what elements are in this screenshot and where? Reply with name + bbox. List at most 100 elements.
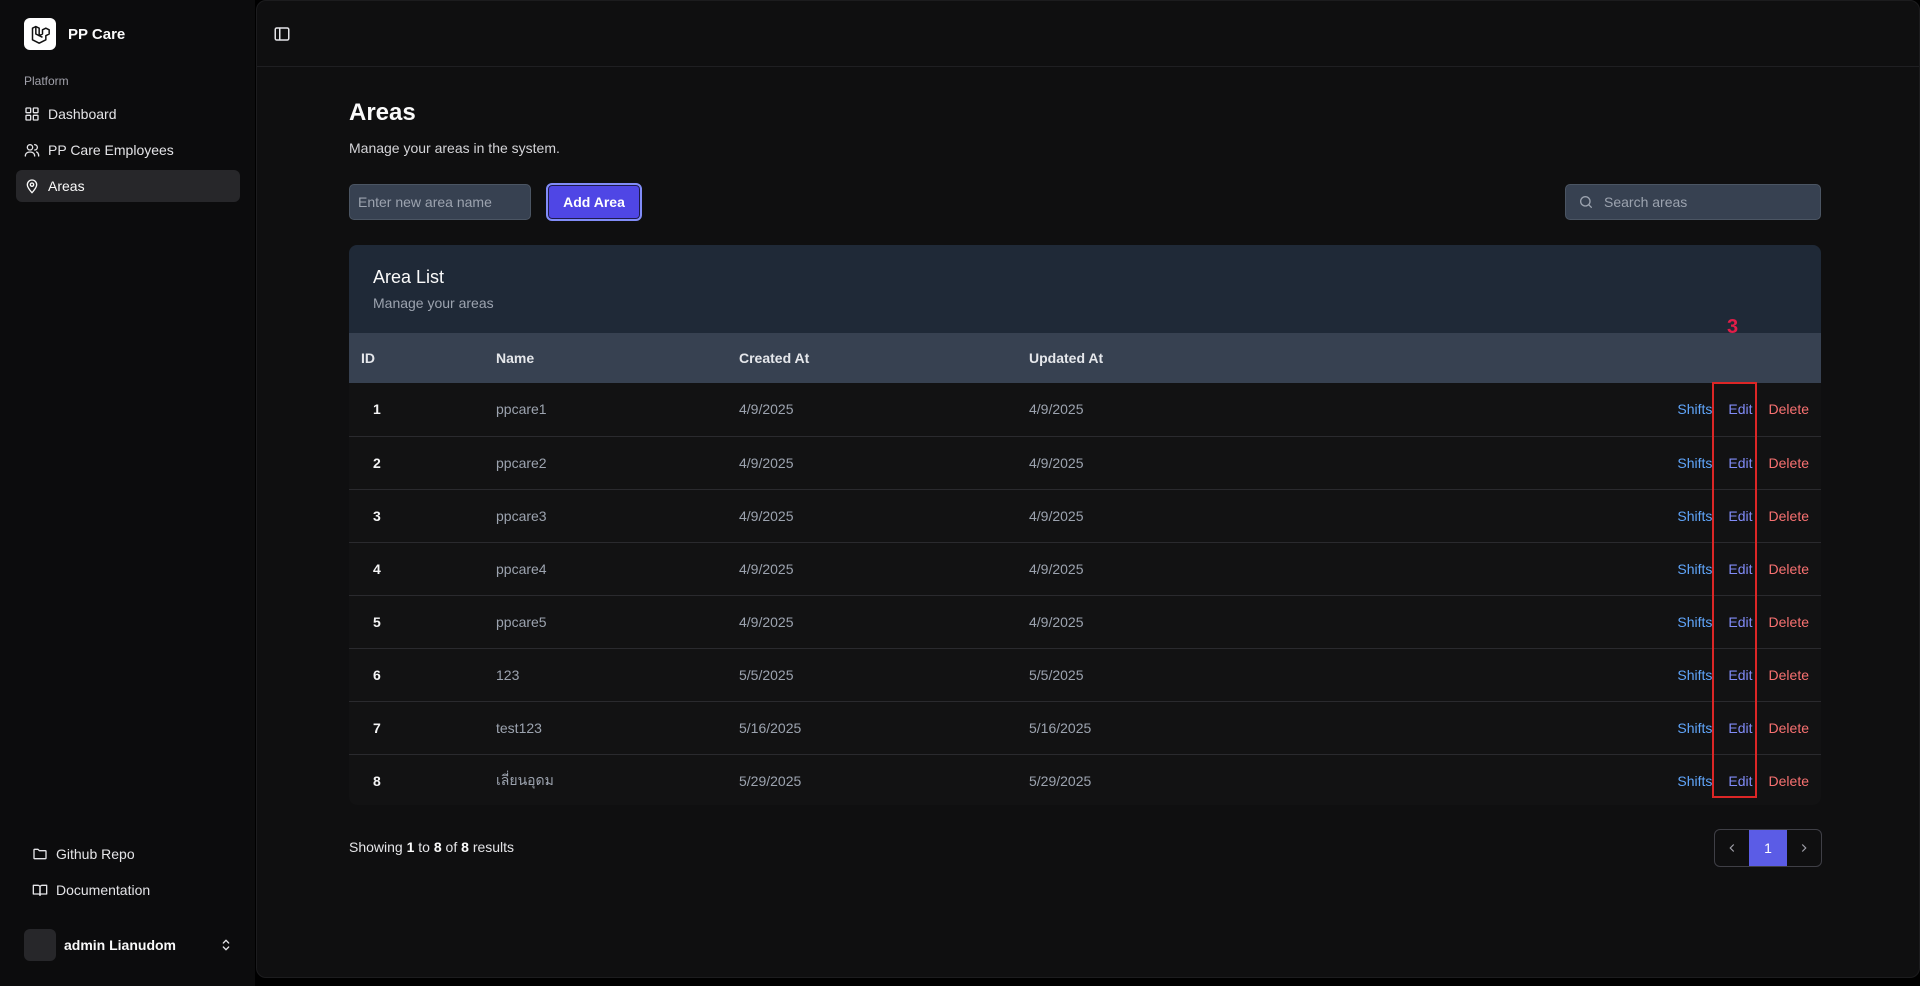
map-pin-icon (26, 179, 38, 194)
table-row: 3 ppcare3 4/9/2025 4/9/2025 Shifts Edit Delete (349, 489, 1821, 542)
shifts-link[interactable]: Shifts (1677, 401, 1713, 418)
delete-link[interactable]: Delete (1768, 401, 1809, 418)
edit-link[interactable]: Edit (1728, 454, 1753, 471)
avatar (24, 929, 56, 961)
sidebar-item-label: Dashboard (48, 106, 117, 122)
cell-updated: 4/9/2025 (1029, 454, 1084, 471)
pagination: 1 (1714, 829, 1822, 867)
delete-link[interactable]: Delete (1768, 772, 1809, 789)
cell-created: 5/29/2025 (739, 772, 802, 789)
results-of-word: of (445, 839, 458, 855)
table-row: 7 test123 5/16/2025 5/16/2025 Shifts Edit Dele… (349, 701, 1821, 754)
delete-link[interactable]: Delete (1768, 719, 1809, 736)
user-menu[interactable]: admin Lianudom (24, 928, 234, 962)
table-header-row: ID Name Created At Updated At (349, 333, 1821, 383)
search-input[interactable] (1602, 193, 1820, 211)
shifts-link[interactable]: Shifts (1677, 719, 1713, 736)
github-repo-link[interactable]: Github Repo (24, 838, 240, 870)
sidebar-item-dashboard[interactable]: Dashboard (16, 98, 240, 130)
cell-actions: Shifts Edit Delete (1329, 648, 1821, 701)
delete-link[interactable]: Delete (1768, 666, 1809, 683)
next-page-button[interactable] (1787, 830, 1821, 866)
cell-updated: 5/16/2025 (1029, 719, 1092, 736)
new-area-input[interactable] (349, 184, 531, 220)
results-from: 1 (406, 839, 415, 855)
book-icon (32, 884, 48, 896)
app-name: PP Care (68, 25, 126, 43)
cell-updated: 5/5/2025 (1029, 666, 1084, 683)
shifts-link[interactable]: Shifts (1677, 507, 1713, 524)
cell-actions: Shifts Edit Delete (1329, 542, 1821, 595)
prev-page-button[interactable] (1715, 830, 1749, 866)
brand[interactable]: PP Care (24, 18, 125, 50)
sidebar-toggle-icon[interactable] (273, 25, 291, 43)
cell-id: 3 (373, 507, 381, 524)
delete-link[interactable]: Delete (1768, 454, 1809, 471)
sidebar: PP Care Platform Dashboard PP Care Emplo… (0, 0, 255, 986)
sidebar-item-label: PP Care Employees (48, 142, 174, 158)
cell-actions: Shifts Edit Delete (1329, 489, 1821, 542)
cell-id: 1 (373, 401, 381, 418)
chevron-left-icon (1729, 844, 1735, 852)
edit-link[interactable]: Edit (1728, 401, 1753, 418)
cell-created: 4/9/2025 (739, 401, 794, 418)
table-row: 6 123 5/5/2025 5/5/2025 Shifts Edit Delete (349, 648, 1821, 701)
documentation-label: Documentation (56, 882, 151, 898)
results-prefix: Showing (349, 839, 403, 855)
page-subtitle: Manage your areas in the system. (349, 140, 560, 156)
add-area-button[interactable]: Add Area (546, 183, 642, 221)
shifts-link[interactable]: Shifts (1677, 454, 1713, 471)
shifts-link[interactable]: Shifts (1677, 560, 1713, 577)
delete-link[interactable]: Delete (1768, 613, 1809, 630)
cell-created: 4/9/2025 (739, 613, 794, 630)
delete-link[interactable]: Delete (1768, 507, 1809, 524)
column-header-id: ID (361, 350, 375, 366)
cell-actions: Shifts Edit Delete (1329, 383, 1821, 436)
cell-updated: 5/29/2025 (1029, 772, 1092, 789)
cell-name: test123 (496, 719, 542, 736)
annotation-label: 3 (1727, 316, 1739, 338)
results-to: 8 (433, 839, 442, 855)
cell-name: ppcare2 (496, 454, 547, 471)
cell-actions: Shifts Edit Delete (1329, 436, 1821, 489)
folder-icon (33, 848, 47, 860)
cell-id: 4 (373, 560, 381, 577)
table-row: 4 ppcare4 4/9/2025 4/9/2025 Shifts Edit Delete (349, 542, 1821, 595)
cell-id: 6 (373, 666, 381, 683)
edit-link[interactable]: Edit (1728, 719, 1753, 736)
results-suffix: results (472, 839, 515, 855)
cell-name: ppcare3 (496, 507, 547, 524)
edit-link[interactable]: Edit (1728, 507, 1753, 524)
documentation-link[interactable]: Documentation (24, 874, 240, 906)
card-title: Area List (373, 267, 445, 287)
search-icon (1580, 196, 1592, 208)
shifts-link[interactable]: Shifts (1677, 613, 1713, 630)
sidebar-footer: Github Repo Documentation (24, 838, 240, 910)
cell-actions: Shifts Edit Delete (1329, 701, 1821, 754)
cell-created: 5/16/2025 (739, 719, 802, 736)
table-row: 2 ppcare2 4/9/2025 4/9/2025 Shifts Edit Delete (349, 436, 1821, 489)
edit-link[interactable]: Edit (1728, 666, 1753, 683)
delete-link[interactable]: Delete (1768, 560, 1809, 577)
users-icon (24, 144, 40, 157)
edit-link[interactable]: Edit (1728, 772, 1753, 789)
shifts-link[interactable]: Shifts (1677, 666, 1713, 683)
column-header-name: Name (496, 350, 535, 366)
card-header: Area List Manage your areas (349, 245, 1821, 333)
edit-link[interactable]: Edit (1728, 560, 1753, 577)
table-body: 1 ppcare1 4/9/2025 4/9/2025 Shifts Edit Delete… (349, 383, 1821, 805)
cell-name: ppcare5 (496, 613, 547, 630)
shifts-link[interactable]: Shifts (1677, 772, 1713, 789)
topbar (257, 1, 1919, 67)
cell-created: 4/9/2025 (739, 507, 794, 524)
sidebar-section-label: Platform (24, 74, 69, 88)
sidebar-item-label: Areas (48, 178, 85, 194)
edit-link[interactable]: Edit (1728, 613, 1753, 630)
sidebar-item-employees[interactable]: PP Care Employees (16, 134, 240, 166)
main-panel: Areas Manage your areas in the system. A… (256, 0, 1920, 978)
sidebar-item-areas[interactable]: Areas (16, 170, 240, 202)
page-title: Areas (349, 99, 416, 126)
page-button-current[interactable]: 1 (1749, 830, 1787, 866)
cell-name: ppcare1 (496, 401, 547, 418)
